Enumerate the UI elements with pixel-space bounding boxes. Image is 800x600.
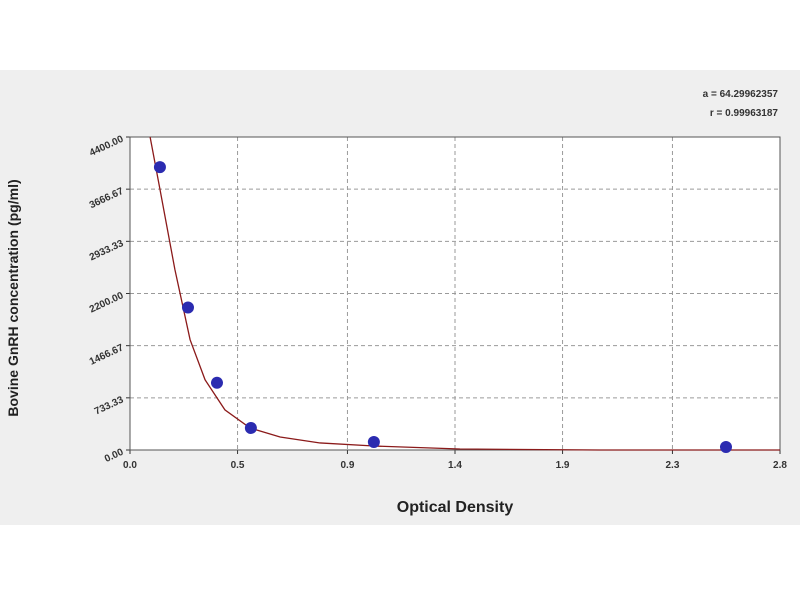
data-point [153,161,166,174]
annotation: a = 64.29962357 [703,89,779,100]
x-tick-label: 2.8 [773,460,787,471]
x-tick-label: 0.5 [231,460,245,471]
x-tick-label: 1.9 [556,460,570,471]
data-point [244,421,257,434]
x-tick-label: 0.0 [123,460,137,471]
x-tick-label: 1.4 [448,460,462,471]
data-point [367,435,380,448]
x-tick-label: 2.3 [665,460,679,471]
annotation: r = 0.99963187 [710,108,779,119]
y-axis-label: Bovine GnRH concentration (pg/ml) [5,179,21,416]
data-point [210,376,223,389]
data-point [181,301,194,314]
x-tick-label: 0.9 [340,460,354,471]
x-axis-label: Optical Density [397,499,514,516]
data-point [719,441,732,454]
plot-border [129,136,781,451]
